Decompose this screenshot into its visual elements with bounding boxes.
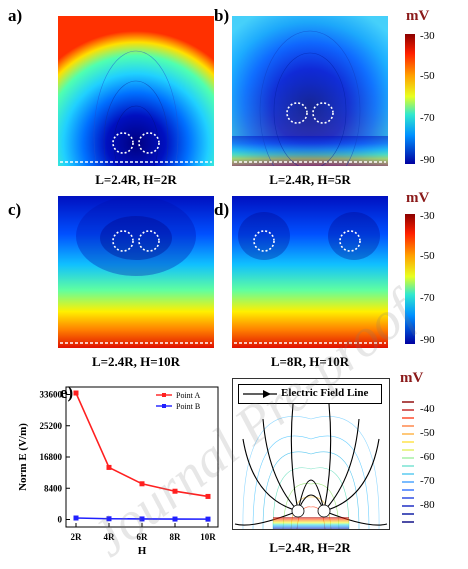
- colorbar-bottom-tick: -60: [420, 451, 435, 463]
- colorbar-middle-tick: -50: [420, 250, 435, 262]
- panel-b-caption: L=2.4R, H=5R: [269, 172, 351, 187]
- x-tick-label: 4R: [104, 532, 116, 542]
- panel-f-legend-label: Electric Field Line: [281, 387, 369, 399]
- cell-circle: [138, 132, 160, 154]
- panel-f-legend: Electric Field Line: [238, 384, 382, 404]
- panel-c-label: c): [8, 200, 22, 219]
- panel-c-contour-plot: [58, 196, 214, 348]
- colorbar-top-tick: -70: [420, 112, 435, 124]
- series-point: [205, 493, 211, 499]
- colorbar-top: [405, 34, 415, 164]
- legend-line-icon: [243, 390, 277, 398]
- colorbar-bottom-tick: -70: [420, 475, 435, 487]
- x-tick-label: 8R: [170, 532, 182, 542]
- colorbar-middle: [405, 214, 415, 344]
- series-point: [139, 481, 145, 487]
- legend-entry: Point B: [176, 402, 200, 411]
- colorbar-middle-tick: -70: [420, 292, 435, 304]
- colorbar-bottom-unit: mV: [400, 370, 424, 386]
- panel-d-caption: L=8R, H=10R: [270, 354, 350, 369]
- cell-circle: [112, 132, 134, 154]
- panel-c-caption: L=2.4R, H=10R: [91, 354, 181, 369]
- colorbar-middle-tick: -30: [420, 210, 435, 222]
- x-axis-label: H: [138, 545, 147, 557]
- series-point: [172, 516, 178, 522]
- series-point: [106, 516, 112, 522]
- series-point: [73, 515, 79, 521]
- panel-d-contour-plot: [232, 196, 388, 348]
- x-tick-label: 2R: [71, 532, 83, 542]
- x-tick-label: 10R: [200, 532, 216, 542]
- panel-f-field-line-plot: [232, 378, 390, 530]
- cell-circle: [312, 102, 334, 124]
- colorbar-bottom: [402, 401, 414, 523]
- cell-circle: [138, 230, 160, 252]
- panel-d-label: d): [214, 200, 230, 219]
- colorbar-top-tick: -50: [420, 70, 435, 82]
- series-point: [172, 488, 178, 494]
- y-axis-label: Norm E (V/m): [17, 423, 29, 491]
- panel-a-label: a): [8, 6, 23, 25]
- x-tick-label: 6R: [137, 532, 149, 542]
- series-point: [205, 516, 211, 522]
- colorbar-top-tick: -30: [420, 30, 435, 42]
- panel-e-label: e): [60, 383, 74, 402]
- legend-marker: [162, 393, 166, 397]
- legend-marker: [162, 404, 166, 408]
- colorbar-middle-tick: -90: [420, 334, 435, 346]
- colorbar-bottom-tick: -50: [420, 427, 435, 439]
- series-point: [139, 516, 145, 522]
- colorbar-top-unit: mV: [406, 8, 430, 24]
- panel-a-contour-plot: [58, 16, 214, 166]
- cell-circle: [112, 230, 134, 252]
- y-tick-label: 25200: [40, 421, 63, 431]
- colorbar-bottom-tick: -40: [420, 403, 435, 415]
- cell-circle: [286, 102, 308, 124]
- panel-b-label: b): [214, 6, 230, 25]
- panel-b-contour-plot: [232, 16, 388, 166]
- colorbar-middle-unit: mV: [406, 190, 430, 206]
- legend-entry: Point A: [176, 391, 200, 400]
- panel-f-caption: L=2.4R, H=2R: [269, 540, 351, 555]
- cell-circle: [339, 230, 361, 252]
- colorbar-top-tick: -90: [420, 154, 435, 166]
- y-tick-label: 16800: [40, 452, 63, 462]
- colorbar-bottom-tick: -80: [420, 499, 435, 511]
- series-point: [73, 390, 79, 396]
- y-tick-label: 33600: [40, 390, 63, 400]
- panel-a-caption: L=2.4R, H=2R: [95, 172, 177, 187]
- panel-e-line-chart: 0 8400 16800 25200 33600 2R 4R 6R 8R 10R H Norm E (…: [17, 386, 219, 557]
- y-tick-label: 8400: [44, 483, 63, 493]
- series-point: [106, 464, 112, 470]
- cell-circle: [253, 230, 275, 252]
- y-tick-label: 0: [58, 515, 63, 525]
